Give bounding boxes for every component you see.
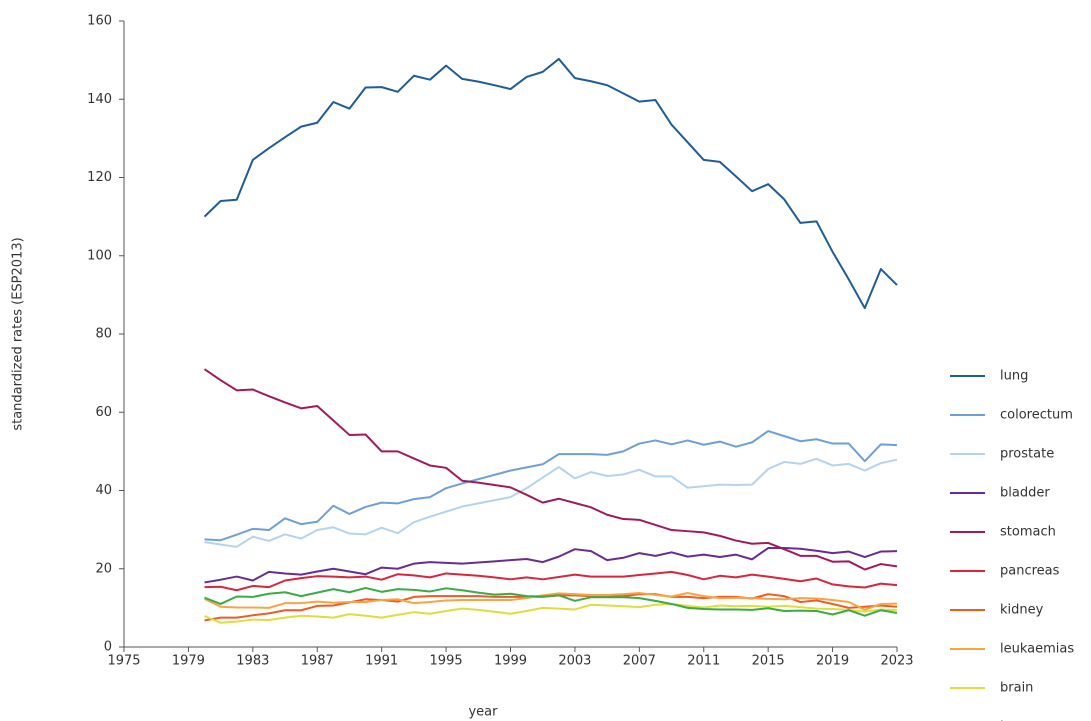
x-tick-label: 2003 xyxy=(558,654,591,669)
series-line xyxy=(204,592,898,611)
y-tick-label: 140 xyxy=(87,92,112,107)
legend-label: colorectum xyxy=(1000,408,1073,423)
y-tick-label: 120 xyxy=(87,170,112,185)
x-tick-label: 1979 xyxy=(172,654,205,669)
x-tick-label: 1995 xyxy=(430,654,463,669)
series-line xyxy=(203,368,898,571)
x-tick-label: 1999 xyxy=(494,654,527,669)
legend-label: brain xyxy=(1000,681,1033,696)
x-tick-label: 1975 xyxy=(107,654,140,669)
series-line xyxy=(203,57,898,310)
y-tick-label: 20 xyxy=(95,561,112,576)
y-tick-label: 100 xyxy=(87,248,112,263)
legend-label: lung xyxy=(1000,369,1028,384)
legend-label: kidney xyxy=(1000,603,1044,618)
y-tick-label: 160 xyxy=(87,14,112,29)
x-tick-label: 2015 xyxy=(752,654,785,669)
y-tick-label: 40 xyxy=(95,483,112,498)
series-line xyxy=(204,602,898,624)
y-axis-label: standardized rates (ESP2013) xyxy=(11,237,26,430)
x-axis-label: year xyxy=(468,705,498,720)
series-line xyxy=(204,586,898,617)
x-tick-label: 2023 xyxy=(880,654,913,669)
legend-label: leukaemias xyxy=(1000,642,1074,657)
series-line xyxy=(204,430,898,542)
series-line xyxy=(204,570,898,592)
legend-label: stomach xyxy=(1000,525,1056,540)
x-tick-label: 2007 xyxy=(623,654,656,669)
x-tick-label: 1983 xyxy=(236,654,269,669)
y-tick-label: 60 xyxy=(95,405,112,420)
legend-label: bladder xyxy=(1000,486,1050,501)
legend-label: larynx xyxy=(1000,720,1041,721)
x-tick-label: 2019 xyxy=(816,654,849,669)
y-tick-label: 0 xyxy=(104,640,112,655)
legend-label: pancreas xyxy=(1000,564,1060,579)
series-line xyxy=(204,457,898,548)
y-tick-label: 80 xyxy=(95,327,112,342)
x-tick-label: 2011 xyxy=(687,654,720,669)
x-tick-label: 1991 xyxy=(365,654,398,669)
legend-label: prostate xyxy=(1000,447,1054,462)
x-tick-label: 1987 xyxy=(301,654,334,669)
